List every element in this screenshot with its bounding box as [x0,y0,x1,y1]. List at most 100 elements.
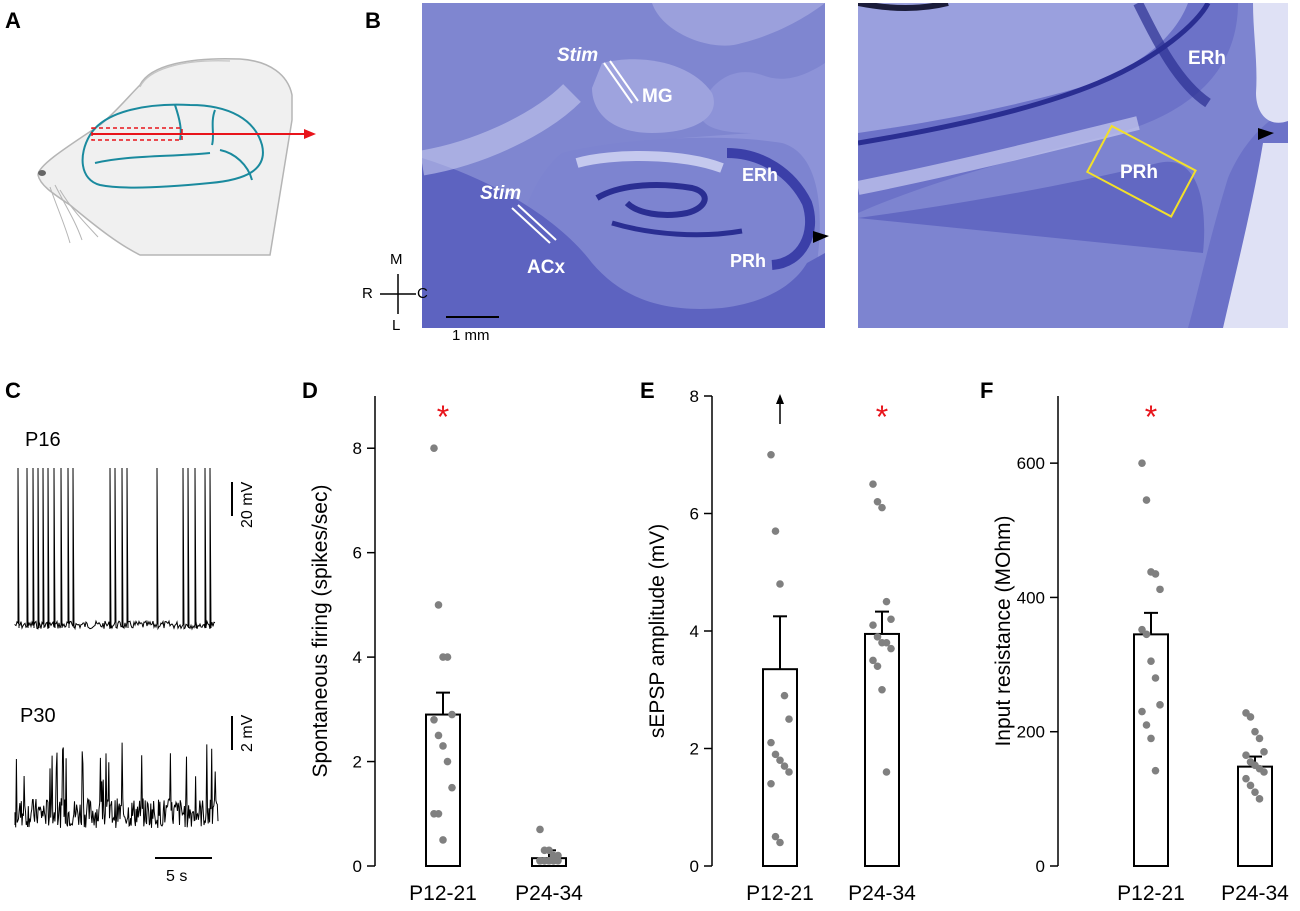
y-axis-label-e: sEPSP amplitude (mV) [646,524,669,738]
data-point-d [434,731,443,740]
data-point-d [448,783,456,792]
stim-electrode-mg-2 [609,60,639,102]
data-point-e [785,768,793,776]
data-point-d [554,851,562,860]
data-point-f [1142,630,1151,639]
x-tick-label-f-0: P12-21 [1117,882,1185,905]
scale-bar-1mm [446,316,499,318]
data-point-f [1242,751,1250,760]
data-point-f [1147,734,1155,743]
data-point-d [549,856,558,865]
data-point-f [1156,585,1164,594]
significance-star-f-0: * [1145,399,1157,435]
label-acx: ACx [527,257,566,278]
data-point-d [430,715,438,724]
data-point-d [443,653,452,661]
trace-label-p30: P30 [20,705,56,727]
data-point-e [785,715,793,723]
cerebellum-outline [219,149,253,181]
bar-e-1 [864,632,900,867]
orientation-compass [380,274,416,314]
brain-sulcus-2 [211,109,216,146]
data-point-e [873,633,882,641]
data-point-f [1138,459,1146,467]
data-point-e [780,762,789,770]
data-point-f [1138,625,1146,634]
panel-label-e: E [640,378,655,403]
data-point-d [439,742,447,750]
y-tick-label-d: 4 [353,648,362,667]
offscale-arrow-head-e [776,394,784,404]
significance-star-d-0: * [437,399,449,435]
label-erh: ERh [742,165,778,185]
data-point-e [882,768,891,776]
data-point-e [887,644,895,653]
y-tick-label-f: 200 [1017,723,1045,742]
panel-label-a: A [5,8,21,33]
y-tick-label-d: 6 [353,544,362,563]
data-point-e [873,497,882,506]
y-tick-label-e: 0 [690,857,699,876]
data-point-e [776,580,784,588]
orient-r: R [362,285,373,302]
data-point-f [1246,713,1255,721]
data-point-d [434,601,443,609]
data-point-e [873,662,882,671]
trace-p30 [14,742,219,828]
histology-slice-overview: Stim MG Stim ACx ERh PRh [422,3,825,328]
data-point-e [869,480,877,488]
data-point-e [767,779,775,788]
data-point-f [1251,788,1259,796]
panel-label-d: D [302,378,318,403]
orient-m: M [390,251,403,268]
data-point-f [1260,748,1268,756]
bar-f-1 [1237,765,1273,868]
whisker [54,184,83,241]
data-point-e [780,691,789,700]
histology-slice-zoom: ERh PRh [858,3,1288,328]
stim-electrode-acx [511,207,551,244]
y-tick-label-f: 600 [1017,454,1045,473]
zoom-label-prh: PRh [1120,162,1158,183]
data-point-f [1255,734,1264,743]
trace-label-p16: P16 [25,429,61,451]
y-tick-label-e: 8 [690,387,699,406]
data-point-f [1142,496,1151,504]
y-tick-label-e: 2 [690,740,699,759]
y-axis-label-f: Input resistance (MOhm) [992,515,1015,746]
rat-nose [38,170,46,176]
stim-electrode-mg [603,62,633,104]
data-point-d [434,809,443,818]
label-mg: MG [642,86,673,107]
data-point-f [1156,701,1164,709]
scale-bar-label: 1 mm [452,327,490,344]
data-point-f [1246,781,1255,790]
label-stim-mg: Stim [557,45,599,66]
x-tick-label-e-0: P12-21 [746,882,814,905]
panel-label-b: B [365,8,381,33]
data-point-e [878,503,886,512]
data-point-e [869,656,877,665]
data-point-e [887,615,895,624]
panel-label-f: F [980,378,994,403]
data-point-f [1242,774,1250,783]
data-point-e [776,838,784,847]
x-tick-label-e-1: P24-34 [848,882,916,905]
data-point-f [1151,674,1160,682]
data-point-e [767,738,775,747]
y-tick-label-d: 2 [353,753,362,772]
stim-electrode-acx-2 [517,204,557,241]
data-point-f [1151,766,1160,775]
orient-c: C [417,285,428,302]
label-stim-acx: Stim [480,183,522,204]
data-point-e [882,638,891,647]
orient-l: L [392,317,401,334]
zoom-rhinal-marker [1258,128,1274,140]
whisker [59,189,99,238]
data-point-d [430,444,438,453]
time-scale-label: 5 s [166,868,188,885]
brain-sulcus [174,104,182,141]
bar-f-0 [1133,633,1169,867]
whisker [49,186,71,244]
